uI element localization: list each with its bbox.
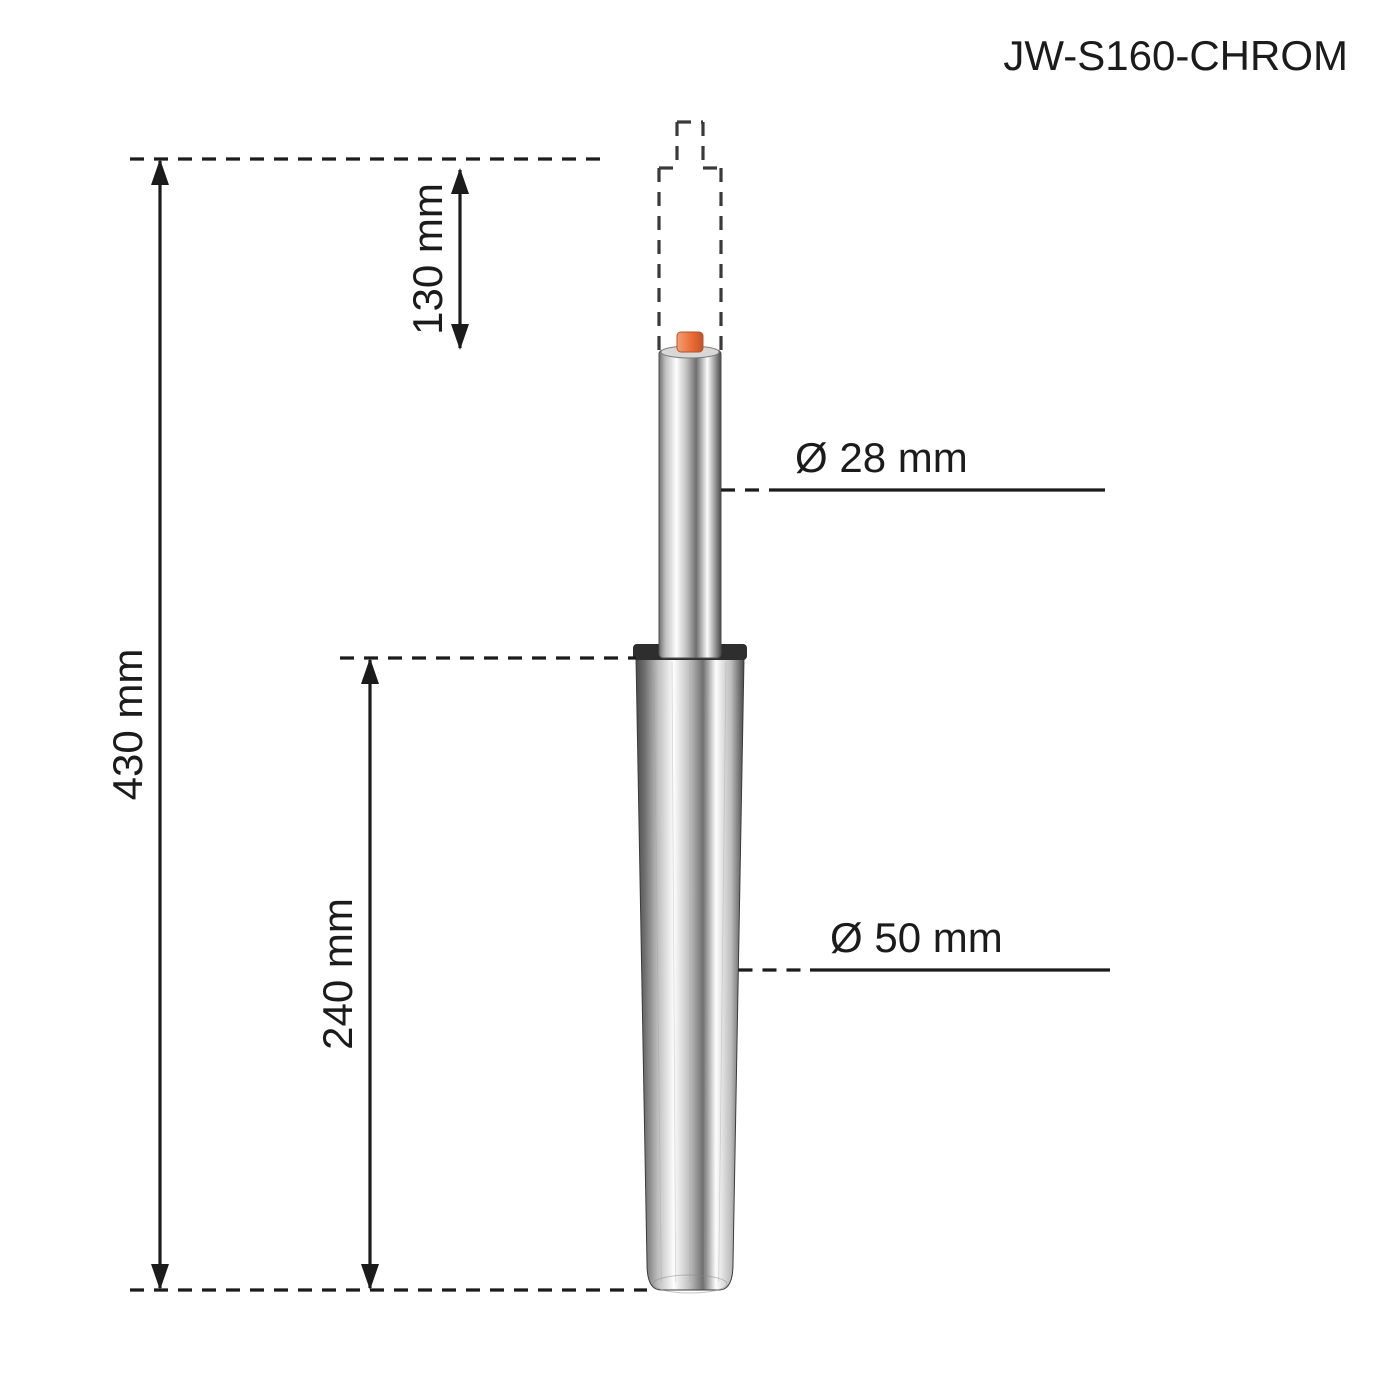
label-base-dia: Ø 50 mm bbox=[830, 914, 1003, 961]
piston-rod bbox=[659, 350, 721, 658]
dim-extension-label: 130 mm bbox=[404, 183, 451, 335]
release-button bbox=[677, 332, 703, 352]
label-piston-dia: Ø 28 mm bbox=[795, 434, 968, 481]
dim-base-label: 240 mm bbox=[314, 898, 361, 1050]
product-code: JW-S160-CHROM bbox=[1003, 32, 1348, 79]
dim-total-label: 430 mm bbox=[104, 649, 151, 801]
